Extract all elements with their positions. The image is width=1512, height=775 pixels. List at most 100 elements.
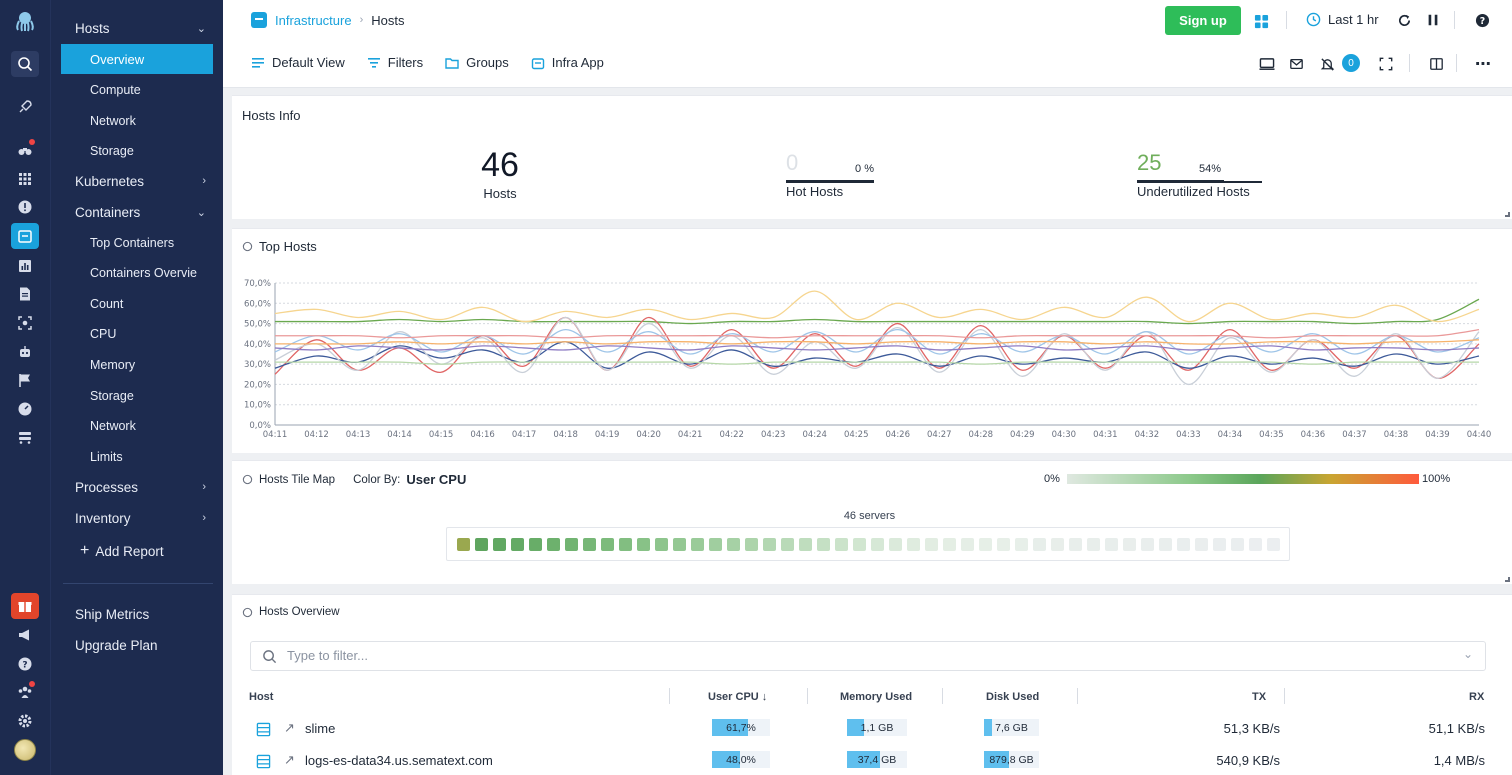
color-by-select[interactable]: User CPU (406, 472, 467, 487)
host-tile[interactable] (1087, 538, 1100, 551)
host-tile[interactable] (1015, 538, 1028, 551)
document-icon[interactable] (11, 281, 39, 307)
column-header-tx[interactable]: TX (1252, 691, 1267, 703)
host-tile[interactable] (997, 538, 1010, 551)
host-tile[interactable] (835, 538, 848, 551)
nav-containers-overview[interactable]: Containers Overvie (51, 259, 224, 287)
series-line-host-7[interactable] (274, 339, 1480, 345)
default-view-button[interactable]: Default View (251, 55, 345, 70)
nav-upgrade-plan[interactable]: Upgrade Plan (51, 631, 224, 659)
dashboard-gauge-icon[interactable] (11, 396, 39, 422)
alerts-off-icon[interactable] (1319, 56, 1335, 72)
host-tile[interactable] (961, 538, 974, 551)
host-tile[interactable] (943, 538, 956, 551)
host-tile[interactable] (637, 538, 650, 551)
bar-chart-icon[interactable] (11, 253, 39, 279)
scan-icon[interactable] (11, 310, 39, 336)
host-tile[interactable] (1213, 538, 1226, 551)
nav-overview[interactable]: Overview (61, 44, 213, 74)
series-line-host-10[interactable] (274, 345, 1480, 351)
host-tile[interactable] (1105, 538, 1118, 551)
nav-network[interactable]: Network (51, 107, 224, 135)
host-tile[interactable] (709, 538, 722, 551)
nav-processes[interactable]: Processes › (51, 473, 224, 501)
integrations-icon[interactable] (11, 424, 39, 450)
host-tile[interactable] (547, 538, 560, 551)
series-line-host-3[interactable] (274, 341, 1480, 369)
table-row[interactable]: ↗ slime 61,7% 1,1 GB 7,6 GB 51,3 KB/s 51,1 KB/… (232, 714, 1512, 744)
nav-memory[interactable]: Memory (51, 351, 224, 379)
top-hosts-line-chart[interactable]: 0,0% 10,0% 20,0% 30,0% 40,0% 50,0% 60,0% 70,0% 0… (232, 229, 1512, 454)
octopus-logo-icon[interactable] (11, 8, 39, 34)
column-header-disk-used[interactable]: Disk Used (986, 691, 1040, 703)
infra-app-button[interactable]: Infra App (531, 55, 604, 70)
apps-grid-icon[interactable] (11, 166, 39, 192)
resize-handle-icon[interactable] (1505, 212, 1510, 217)
host-tile[interactable] (1177, 538, 1190, 551)
host-tile[interactable] (1033, 538, 1046, 551)
host-tile[interactable] (673, 538, 686, 551)
filters-button[interactable]: Filters (367, 55, 423, 70)
series-line-host-4[interactable] (274, 290, 1480, 323)
host-tile[interactable] (1141, 538, 1154, 551)
series-line-host-8[interactable] (275, 329, 1480, 339)
robot-icon[interactable] (11, 339, 39, 365)
host-tile[interactable] (925, 538, 938, 551)
host-tile[interactable] (565, 538, 578, 551)
binoculars-icon[interactable] (11, 137, 39, 163)
host-tile[interactable] (475, 538, 488, 551)
help-icon[interactable]: ? (11, 651, 39, 677)
host-tile[interactable] (907, 538, 920, 551)
host-tile[interactable] (1159, 538, 1172, 551)
open-link-icon[interactable]: ↗ (284, 720, 295, 735)
host-tile[interactable] (1267, 538, 1280, 551)
open-link-icon[interactable]: ↗ (284, 752, 295, 767)
host-tile[interactable] (817, 538, 830, 551)
host-tile[interactable] (583, 538, 596, 551)
nav-ship-metrics[interactable]: Ship Metrics (51, 600, 224, 628)
host-tile[interactable] (601, 538, 614, 551)
nav-container-storage[interactable]: Storage (51, 382, 224, 410)
nav-add-report[interactable]: + Add Report (51, 537, 224, 565)
nav-storage[interactable]: Storage (51, 137, 224, 165)
groups-button[interactable]: Groups (445, 55, 509, 70)
table-row[interactable]: ↗ logs-es-data34.us.sematext.com 48,0% 37,4… (232, 746, 1512, 775)
user-avatar[interactable] (11, 737, 39, 763)
host-tile[interactable] (727, 538, 740, 551)
fullscreen-icon[interactable] (1378, 56, 1394, 72)
host-tile[interactable] (1249, 538, 1262, 551)
nav-compute[interactable]: Compute (51, 76, 224, 104)
time-range-picker[interactable]: Last 1 hr (1306, 12, 1379, 27)
host-tile[interactable] (871, 538, 884, 551)
series-line-host-5[interactable] (274, 316, 1480, 386)
team-icon[interactable] (11, 679, 39, 705)
nav-limits[interactable]: Limits (51, 443, 224, 471)
series-line-host-1[interactable] (274, 298, 1480, 325)
host-tile[interactable] (655, 538, 668, 551)
resize-handle-icon[interactable] (1505, 577, 1510, 582)
column-header-host[interactable]: Host (249, 691, 274, 703)
host-tile[interactable] (781, 538, 794, 551)
split-view-icon[interactable] (1428, 56, 1444, 72)
nav-top-containers[interactable]: Top Containers (51, 229, 224, 257)
signup-button[interactable]: Sign up (1165, 6, 1241, 35)
host-tile[interactable] (763, 538, 776, 551)
column-header-memory-used[interactable]: Memory Used (840, 691, 913, 703)
apps-icon[interactable] (1253, 13, 1269, 29)
nav-inventory[interactable]: Inventory › (51, 504, 224, 532)
column-header-rx[interactable]: RX (1469, 691, 1485, 703)
host-tile[interactable] (979, 538, 992, 551)
notifications-badge[interactable]: 0 (1342, 54, 1360, 72)
nav-hosts[interactable]: Hosts ⌄ (51, 14, 224, 42)
chevron-down-icon[interactable]: ⌄ (1462, 647, 1473, 661)
host-tile[interactable] (799, 538, 812, 551)
flag-icon[interactable] (11, 367, 39, 393)
nav-kubernetes[interactable]: Kubernetes › (51, 167, 224, 195)
host-tile[interactable] (529, 538, 542, 551)
host-tile[interactable] (745, 538, 758, 551)
nav-cpu[interactable]: CPU (51, 320, 224, 348)
host-name[interactable]: slime (305, 721, 336, 736)
mail-icon[interactable] (1288, 56, 1304, 72)
search-icon[interactable] (11, 51, 39, 77)
host-tile[interactable] (1051, 538, 1064, 551)
